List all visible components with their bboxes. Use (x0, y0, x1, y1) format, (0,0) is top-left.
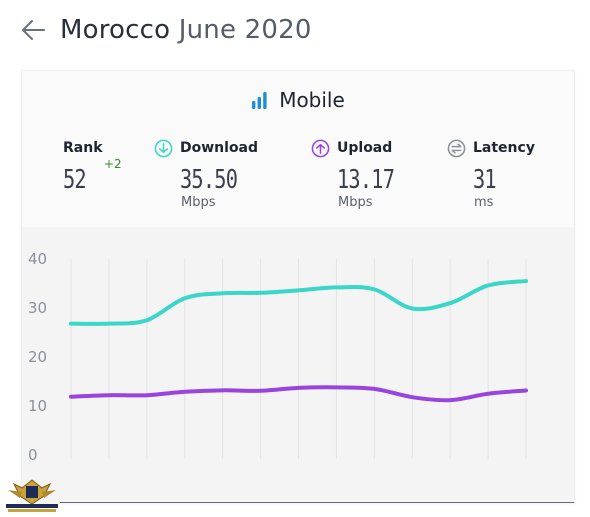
speed-line-chart: 0 10 20 30 40 (28, 250, 528, 464)
y-tick-label: 30 (28, 299, 47, 317)
card-header: Mobile (22, 85, 574, 115)
upload-label: Upload (337, 140, 393, 156)
country-name: Morocco (60, 15, 171, 45)
upload-arrow-icon (311, 139, 330, 157)
watermark-logo (6, 479, 58, 512)
latency-value: 31 (473, 165, 497, 195)
y-tick-label: 0 (28, 446, 38, 464)
rank-change-badge: +2 (104, 157, 122, 171)
speed-chart: 0 10 20 30 40 (22, 227, 574, 503)
download-stat: Download 35.50 Mbps (154, 137, 258, 210)
y-tick-label: 10 (28, 397, 47, 415)
download-unit: Mbps (181, 195, 216, 210)
page-title: Morocco June 2020 (60, 15, 312, 45)
period-label: June 2020 (178, 15, 312, 45)
upload-value: 13.17 (337, 165, 395, 195)
rank-stat: Rank 52 (63, 137, 103, 195)
bottom-divider (60, 502, 574, 503)
upload-stat: Upload 13.17 Mbps (311, 137, 410, 210)
y-tick-label: 20 (28, 348, 47, 366)
signal-bars-icon (252, 92, 267, 109)
card-title: Mobile (279, 88, 345, 112)
latency-stat: Latency 31 ms (447, 137, 535, 210)
download-label: Download (180, 140, 259, 156)
mobile-stats-card: Mobile Rank 52 +2 Download 35.50 Mbps Up… (21, 70, 575, 503)
download-arrow-icon (154, 139, 173, 157)
latency-unit: ms (474, 195, 494, 210)
page-header: Morocco June 2020 (20, 12, 312, 48)
back-arrow-icon[interactable] (20, 17, 46, 43)
rank-label: Rank (63, 140, 103, 156)
download-value: 35.50 (180, 165, 238, 195)
latency-label: Latency (473, 140, 535, 156)
upload-unit: Mbps (338, 195, 373, 210)
rank-value: 52 (63, 165, 87, 195)
latency-icon (447, 139, 466, 157)
y-tick-label: 40 (28, 250, 47, 268)
